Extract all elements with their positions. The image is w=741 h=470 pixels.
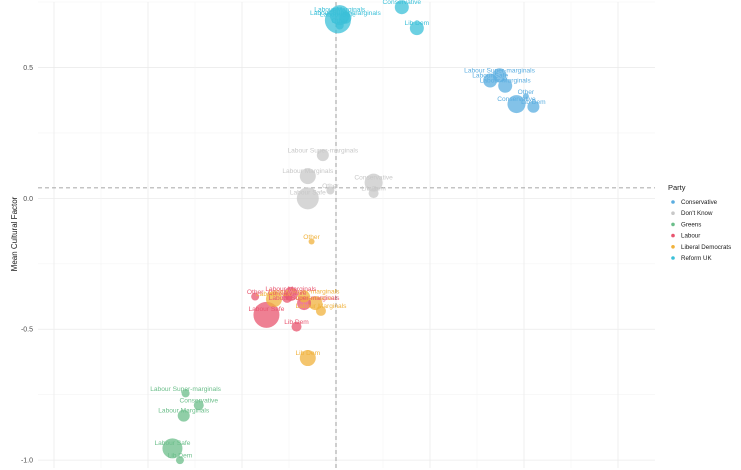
data-point <box>483 73 498 88</box>
data-point <box>298 290 311 303</box>
point-label: Labour Super-marginals <box>464 67 535 74</box>
legend-label: Liberal Democrats <box>681 244 731 251</box>
point-label: Labour Marginals <box>282 168 334 175</box>
point-label: Other <box>303 234 320 241</box>
data-point <box>316 149 329 162</box>
data-point <box>193 400 204 411</box>
legend-title: Party <box>668 183 686 192</box>
data-point <box>335 21 344 30</box>
data-point <box>498 78 513 93</box>
data-point <box>251 292 260 301</box>
point-label: Other <box>518 89 535 96</box>
point-label: Labour Marginals <box>265 286 317 293</box>
data-point <box>522 93 529 100</box>
legend-label: Labour <box>681 233 700 240</box>
point-label: Labour Safe <box>290 190 326 197</box>
point-label: Lib Dem <box>361 185 386 192</box>
y-tick-label: 0.5 <box>23 65 33 72</box>
point-label: Labour Safe <box>256 291 292 298</box>
point-label: Conservative <box>354 174 393 181</box>
data-point <box>299 168 316 185</box>
data-point <box>409 21 424 36</box>
point-label: Labour Marginals <box>480 78 532 85</box>
data-point <box>315 305 326 316</box>
point-label: Labour Safe <box>320 11 356 18</box>
point-label: Conservative <box>268 290 307 297</box>
point-label: Labour Marginals <box>158 408 210 415</box>
data-point <box>394 0 409 15</box>
legend-swatch <box>671 211 675 215</box>
point-label: Labour Super-marginals <box>269 289 340 296</box>
data-point <box>265 291 282 308</box>
point-label: Lib Dem <box>168 453 193 460</box>
y-tick-label: -0.5 <box>21 327 33 334</box>
data-point <box>181 389 190 398</box>
legend-label: Conservative <box>681 199 718 206</box>
point-label: Conservative <box>296 295 335 302</box>
point-label: Labour Marginals <box>295 303 347 310</box>
point-label: Other <box>332 18 349 25</box>
point-label: Labour Super-marginals <box>310 10 381 17</box>
data-point <box>253 301 280 328</box>
point-label: Other <box>322 183 339 190</box>
data-point <box>527 100 540 113</box>
legend-swatch <box>671 256 675 260</box>
point-label: Lib Dem <box>521 99 546 106</box>
point-label: Lib Dem <box>296 350 321 357</box>
data-points <box>162 0 540 465</box>
data-point <box>291 321 302 332</box>
legend: Party Conservative Don't Know Greens Labour… <box>668 183 731 262</box>
point-label: Labour Super-marginals <box>287 147 358 154</box>
point-label: Labour Super-marginals <box>150 386 221 393</box>
data-point <box>507 95 526 114</box>
data-point <box>339 11 352 24</box>
point-label: Conservative <box>180 397 219 404</box>
legend-swatch <box>671 200 675 204</box>
y-axis-title: Mean Cultural Factor <box>10 196 19 271</box>
data-point <box>308 238 315 245</box>
point-label: Lib Dem <box>405 20 430 27</box>
legend-label: Greens <box>681 221 701 228</box>
legend-swatch <box>671 245 675 249</box>
point-label: Labour Super-marginals <box>269 295 340 302</box>
legend-swatch <box>671 233 675 238</box>
point-label: Lib Dem <box>284 319 309 326</box>
legend-swatch <box>671 222 675 227</box>
data-point <box>368 188 379 199</box>
data-point <box>326 186 335 195</box>
data-point <box>364 173 383 192</box>
data-point <box>177 409 190 422</box>
plot-grid <box>38 1 655 468</box>
legend-label: Don't Know <box>681 210 713 217</box>
data-point <box>175 456 184 465</box>
data-point <box>299 350 316 367</box>
reference-lines <box>38 2 655 468</box>
y-tick-label: 0.0 <box>23 196 33 203</box>
point-label: Labour Safe <box>248 306 284 313</box>
point-label: Labour Safe <box>472 72 508 79</box>
legend-label: Reform UK <box>681 255 712 262</box>
data-point <box>296 187 319 210</box>
point-label: Labour Safe <box>154 440 190 447</box>
point-label: Other <box>247 289 264 296</box>
y-tick-label: -1.0 <box>21 458 33 465</box>
point-label: Conservative <box>383 0 422 6</box>
point-label: Labour Marginals <box>314 7 366 14</box>
point-label: Conservative <box>497 96 536 103</box>
data-point <box>162 438 183 459</box>
y-axis-ticks: 0.5 0.0 -0.5 -1.0 <box>21 65 33 465</box>
data-point <box>282 292 293 303</box>
